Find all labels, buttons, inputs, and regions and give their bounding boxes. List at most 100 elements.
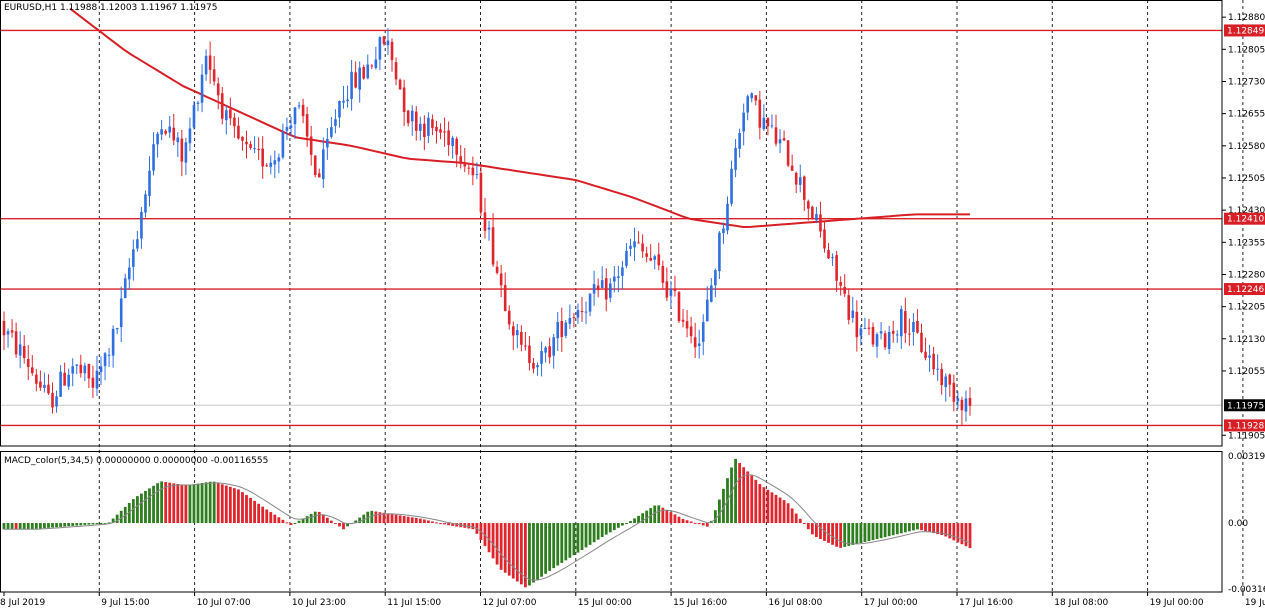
macd-bar xyxy=(160,481,164,524)
candle-body xyxy=(26,358,30,368)
macd-bar xyxy=(224,485,228,524)
macd-bar xyxy=(875,523,879,540)
macd-bar xyxy=(443,523,446,525)
candles[interactable] xyxy=(2,28,972,425)
candle-body xyxy=(378,37,382,60)
candle-body xyxy=(879,331,883,334)
y-tick-label: 1.12505 xyxy=(1228,174,1265,184)
macd-bar xyxy=(883,523,887,538)
candle-body xyxy=(2,320,6,336)
candle-body xyxy=(208,55,212,70)
candle-body xyxy=(172,127,176,141)
candle-body xyxy=(406,110,410,124)
candle-body xyxy=(75,364,79,366)
macd-bar xyxy=(718,499,721,524)
candle-body xyxy=(912,322,915,333)
macd-bar xyxy=(22,523,26,530)
macd-bar xyxy=(685,520,689,524)
candle-body xyxy=(188,128,192,144)
macd-bar xyxy=(612,523,616,531)
macd-bar xyxy=(249,497,252,524)
candle-body xyxy=(936,368,939,370)
candle-body xyxy=(827,249,830,259)
y-tick-label: 1.11905 xyxy=(1228,431,1265,441)
macd-bar xyxy=(212,481,216,524)
chart-frame xyxy=(0,0,1223,593)
macd-bar xyxy=(734,458,737,524)
candle-body xyxy=(819,214,822,232)
candle-body xyxy=(249,144,252,148)
candle-body xyxy=(184,142,188,163)
macd-bar xyxy=(774,494,778,524)
macd-bar xyxy=(329,520,333,524)
macd-bar xyxy=(855,523,859,544)
candle-body xyxy=(596,285,600,291)
macd-bar xyxy=(426,520,430,524)
candle-body xyxy=(617,276,620,278)
candle-body xyxy=(944,376,948,388)
y-tick-label: 1.12355 xyxy=(1228,238,1265,248)
macd-bar xyxy=(148,488,151,524)
macd-bar xyxy=(823,523,826,541)
macd-bar xyxy=(261,506,265,524)
candle-body xyxy=(520,331,523,345)
candle-body xyxy=(548,346,551,358)
candle-body xyxy=(414,111,418,131)
macd-bar xyxy=(43,523,46,529)
candle-body xyxy=(435,126,438,132)
macd-bar xyxy=(827,523,830,543)
candle-body xyxy=(875,334,879,347)
candle-body xyxy=(419,123,422,131)
candle-body xyxy=(431,119,434,129)
candle-body xyxy=(572,317,576,319)
macd-bar xyxy=(956,523,960,543)
candle-body xyxy=(689,326,693,337)
macd-bar xyxy=(6,523,10,530)
candle-body xyxy=(637,242,640,244)
candle-body xyxy=(580,311,584,313)
macd-bar xyxy=(216,482,220,524)
candle-body xyxy=(277,157,281,162)
candle-body xyxy=(714,270,717,286)
macd-bar xyxy=(253,500,256,524)
candle-body xyxy=(916,320,919,333)
candle-body xyxy=(952,382,956,402)
macd-bar xyxy=(952,523,956,541)
candle-body xyxy=(815,214,818,221)
candle-body xyxy=(823,229,826,249)
macd-bar xyxy=(455,523,459,527)
macd-bar xyxy=(301,518,305,524)
candle-body xyxy=(273,160,277,165)
macd-bar xyxy=(928,523,931,533)
macd-bar xyxy=(309,513,313,524)
x-tick-label: 17 Jul 00:00 xyxy=(864,598,918,608)
candle-body xyxy=(229,109,232,119)
candle-body xyxy=(625,250,628,266)
candle-body xyxy=(322,149,325,180)
candle-body xyxy=(908,333,911,335)
candle-body xyxy=(176,137,180,143)
candle-body xyxy=(851,310,855,318)
macd-bar xyxy=(669,512,673,524)
candle-body xyxy=(269,162,273,167)
candle-body xyxy=(552,337,555,356)
candle-body xyxy=(503,285,507,312)
candle-body xyxy=(613,276,616,282)
candle-body xyxy=(10,330,14,333)
candle-body xyxy=(722,228,725,234)
level-badge xyxy=(1224,283,1265,296)
macd-bar xyxy=(948,523,952,539)
candle-body xyxy=(245,141,248,145)
candle-body xyxy=(867,327,871,329)
macd-bar xyxy=(629,521,632,524)
macd-bar xyxy=(95,523,99,525)
candle-body xyxy=(633,241,636,248)
macd-bar xyxy=(289,523,293,525)
macd-bar xyxy=(467,523,471,529)
candle-body xyxy=(904,311,907,334)
horizontal-levels[interactable] xyxy=(0,29,1222,427)
candle-body xyxy=(475,173,479,175)
candle-body xyxy=(746,96,749,113)
candle-body xyxy=(455,138,458,155)
